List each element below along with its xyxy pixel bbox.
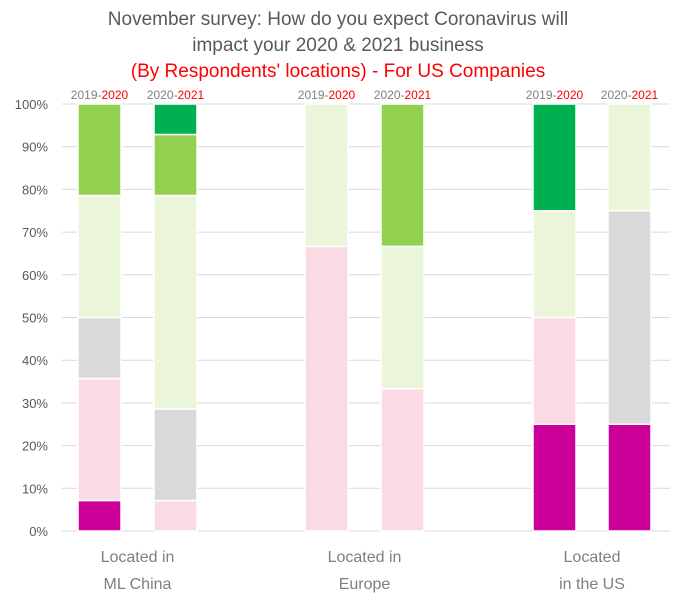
y-tick-label: 30% xyxy=(22,396,48,411)
series-label-year: 2021 xyxy=(405,88,432,102)
bar-segment xyxy=(153,133,198,197)
bar-series-label: 2020-2021 xyxy=(374,88,432,102)
bar-segment xyxy=(380,387,425,532)
bar-segment xyxy=(77,499,122,532)
bar-segment xyxy=(380,103,425,248)
x-category-label: Europe xyxy=(339,576,391,593)
bar-segment xyxy=(532,423,577,532)
bar-series-label: 2019-2020 xyxy=(71,88,129,102)
bar-segment xyxy=(153,103,198,136)
y-tick-label: 100% xyxy=(15,97,49,112)
bar-segment xyxy=(304,245,349,532)
bar-segment xyxy=(153,499,198,532)
bar-series-label: 2019-2020 xyxy=(298,88,356,102)
x-category-label: Located in xyxy=(328,549,402,566)
bar-segment xyxy=(380,245,425,390)
x-category-label: Located in xyxy=(101,549,175,566)
y-tick-label: 80% xyxy=(22,182,48,197)
y-tick-label: 20% xyxy=(22,439,48,454)
x-category-label: in the US xyxy=(559,576,625,593)
series-label-year: 2020 xyxy=(102,88,129,102)
bar-segment xyxy=(77,103,122,197)
bar-segment xyxy=(532,316,577,425)
bar-segment xyxy=(607,103,652,212)
x-category-label: ML China xyxy=(104,576,172,593)
y-tick-label: 50% xyxy=(22,311,48,326)
bar-segment xyxy=(607,210,652,425)
y-tick-label: 40% xyxy=(22,353,48,368)
bar-series-label: 2020-2021 xyxy=(147,88,205,102)
bar-segment xyxy=(153,408,198,502)
bar-segment xyxy=(153,194,198,410)
chart-subtitle: (By Respondents' locations) - For US Com… xyxy=(130,61,546,82)
y-tick-label: 60% xyxy=(22,268,48,283)
bar-segment xyxy=(77,377,122,502)
x-category-label: Located xyxy=(564,549,621,566)
series-label-year: 2020 xyxy=(329,88,356,102)
series-label-prefix: 2020- xyxy=(374,88,405,102)
bar-segment xyxy=(607,423,652,532)
series-label-prefix: 2020- xyxy=(601,88,632,102)
series-label-prefix: 2019- xyxy=(298,88,329,102)
series-label-prefix: 2020- xyxy=(147,88,178,102)
series-label-prefix: 2019- xyxy=(526,88,557,102)
bar-series-label: 2020-2021 xyxy=(601,88,659,102)
bar-segment xyxy=(304,103,349,248)
bar-segment xyxy=(77,316,122,380)
y-tick-label: 90% xyxy=(22,140,48,155)
series-label-year: 2020 xyxy=(557,88,584,102)
series-label-year: 2021 xyxy=(632,88,659,102)
y-tick-label: 10% xyxy=(22,481,48,496)
chart-title-line-2: impact your 2020 & 2021 business xyxy=(192,35,484,56)
y-tick-label: 0% xyxy=(29,524,48,539)
bar-series-label: 2019-2020 xyxy=(526,88,584,102)
series-label-prefix: 2019- xyxy=(71,88,102,102)
bar-segment xyxy=(532,210,577,319)
series-label-year: 2021 xyxy=(178,88,205,102)
bar-segment xyxy=(532,103,577,212)
bar-segment xyxy=(77,194,122,319)
chart-title-line-1: November survey: How do you expect Coron… xyxy=(107,9,569,30)
y-tick-label: 70% xyxy=(22,225,48,240)
